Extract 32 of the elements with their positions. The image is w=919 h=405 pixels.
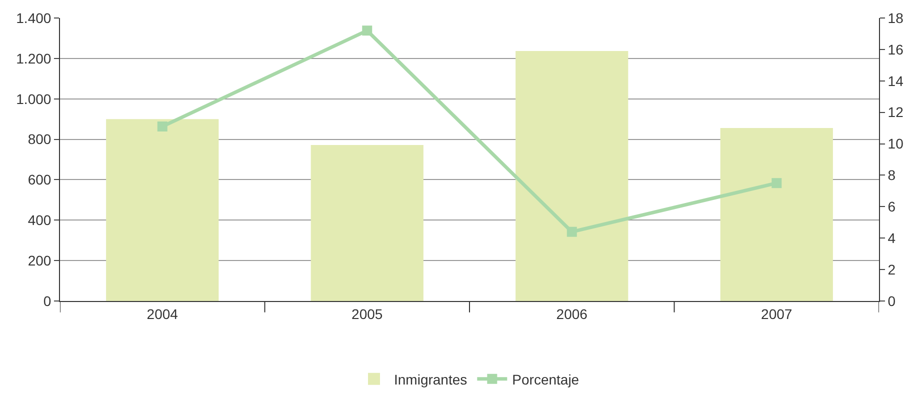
y2-tick-label: 6 xyxy=(888,198,896,215)
y-tick-label: 600 xyxy=(28,172,52,188)
y2-tick-label: 16 xyxy=(888,41,904,58)
y2-tick-label: 8 xyxy=(888,167,896,184)
y2-tick-label: 12 xyxy=(888,104,904,120)
x-tick-label: 2006 xyxy=(556,306,588,322)
y2-tick-label: 4 xyxy=(888,230,896,246)
legend-label: Inmigrantes xyxy=(394,371,468,388)
y-tick-label: 0 xyxy=(43,292,52,309)
x-tick-label: 2004 xyxy=(146,306,178,322)
y-tick-label: 400 xyxy=(28,212,52,228)
point xyxy=(157,121,168,132)
point xyxy=(566,226,577,237)
legend-label: Porcentaje xyxy=(512,371,580,388)
y-tick-label: 200 xyxy=(28,252,52,268)
bar xyxy=(310,144,424,301)
bar xyxy=(720,128,833,301)
x-tick-label: 2005 xyxy=(352,306,383,322)
y2-tick-label: 10 xyxy=(888,136,904,152)
y2-tick-label: 2 xyxy=(888,261,896,278)
y-tick-label: 1.400 xyxy=(16,10,52,26)
point xyxy=(772,178,782,188)
y-tick-label: 1.200 xyxy=(16,50,52,66)
bar xyxy=(516,50,628,301)
bar xyxy=(106,119,219,301)
y2-tick-label: 14 xyxy=(888,72,904,89)
point xyxy=(362,26,372,36)
y-tick-label: 800 xyxy=(28,131,52,148)
x-tick-label: 2007 xyxy=(761,306,792,322)
y2-tick-label: 18 xyxy=(888,10,904,26)
y2-tick-label: 0 xyxy=(888,292,896,309)
y-tick-label: 1.000 xyxy=(16,90,52,107)
